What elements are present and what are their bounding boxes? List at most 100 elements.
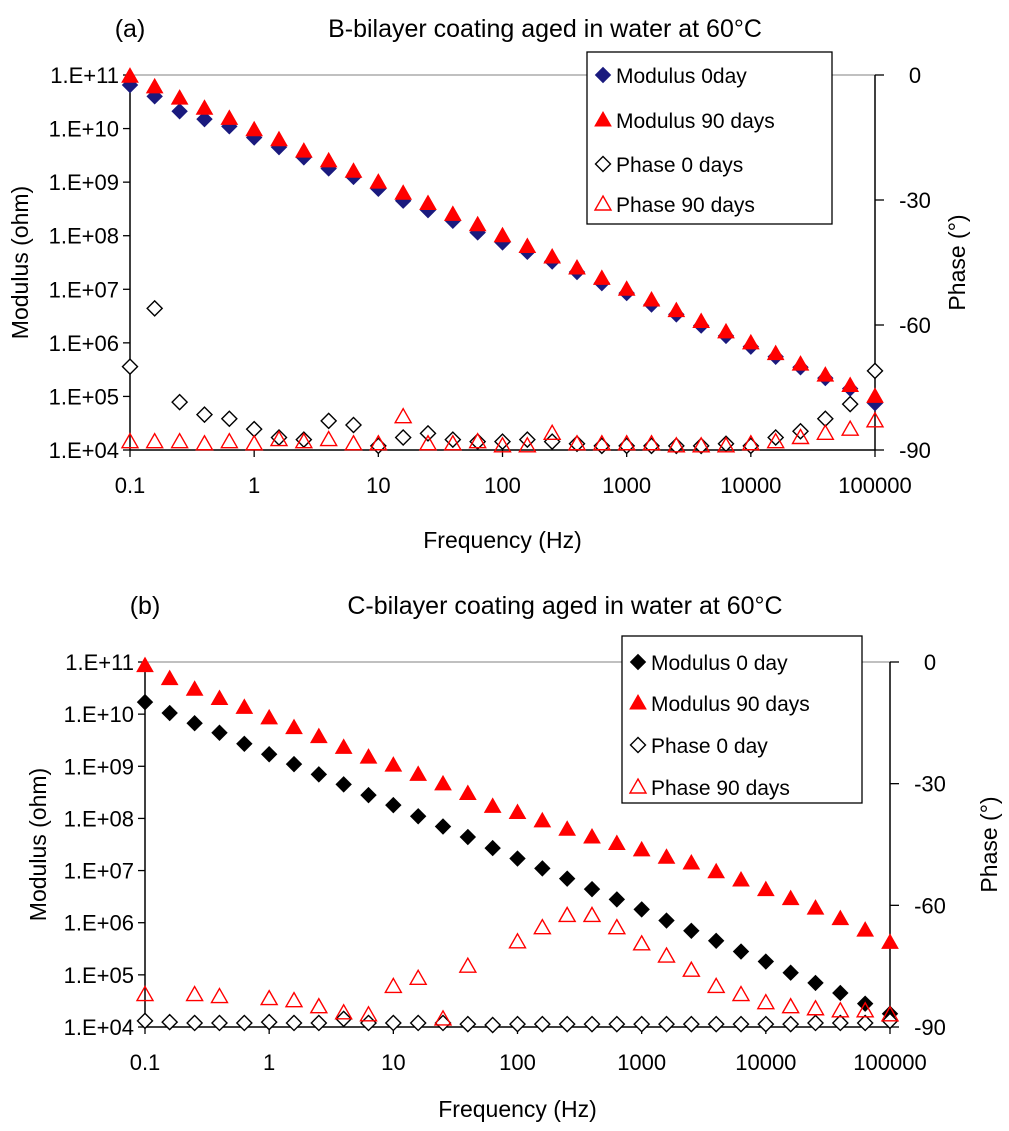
legend-marker xyxy=(629,736,647,754)
data-point xyxy=(732,1015,750,1033)
data-point xyxy=(393,407,413,424)
data-point xyxy=(841,395,859,413)
data-point xyxy=(195,434,214,451)
data-point xyxy=(469,433,487,451)
data-point xyxy=(741,333,760,350)
data-point xyxy=(419,194,437,210)
data-point xyxy=(335,776,352,793)
data-point xyxy=(146,299,164,317)
legend-box xyxy=(586,51,833,225)
y2-axis-label: Phase (°) xyxy=(944,214,970,310)
chart-panel-a: 1.E+04 1.E+05 1.E+06 1.E+07 1.E+08 1.E+09 1.E+… xyxy=(7,15,970,553)
data-point xyxy=(781,997,800,1014)
y-axis-label: Modulus (ohm) xyxy=(25,768,51,921)
data-point xyxy=(136,1012,154,1030)
y2-tick-label: 0 xyxy=(924,650,936,675)
data-point xyxy=(831,1001,850,1018)
data-point xyxy=(418,434,438,451)
data-point xyxy=(120,432,140,449)
data-point xyxy=(533,811,552,828)
chart-panel-b: 1.E+04 1.E+05 1.E+06 1.E+07 1.E+08 1.E+09 1.E+… xyxy=(25,592,1002,1122)
data-point xyxy=(458,956,478,973)
data-point xyxy=(434,1014,452,1032)
data-point xyxy=(210,689,229,705)
data-point xyxy=(468,215,487,232)
x-tick-label: 0.1 xyxy=(130,1050,161,1075)
data-point xyxy=(161,704,178,722)
data-point xyxy=(443,205,462,221)
data-point xyxy=(543,433,561,451)
legend-marker xyxy=(628,777,648,794)
data-point xyxy=(691,436,711,453)
y-tick-label: 1.E+04 xyxy=(49,438,119,463)
data-point xyxy=(757,1015,775,1033)
y2-tick-label: -90 xyxy=(914,1015,946,1040)
data-point xyxy=(757,953,775,970)
data-point xyxy=(493,226,512,243)
data-point xyxy=(260,1013,278,1031)
y-tick-label: 1.E+07 xyxy=(64,859,134,884)
x-tick-label: 10000 xyxy=(720,473,781,498)
data-point xyxy=(434,818,452,835)
y2-tick-label: 0 xyxy=(909,63,921,88)
legend-entry: Modulus 90 days xyxy=(651,693,810,716)
data-point xyxy=(170,432,189,449)
data-point xyxy=(583,880,601,898)
legend-entry: Phase 0 days xyxy=(616,154,743,177)
y-tick-label: 1.E+09 xyxy=(64,754,134,779)
data-point xyxy=(633,1015,651,1033)
data-point xyxy=(171,393,189,411)
data-point xyxy=(269,430,289,447)
data-point xyxy=(682,1015,700,1033)
y2-tick-label: -60 xyxy=(914,893,946,918)
data-point xyxy=(667,301,686,318)
data-point xyxy=(707,1015,725,1033)
legend-marker xyxy=(629,653,647,671)
data-point xyxy=(210,987,229,1004)
y2-tick-label: -30 xyxy=(899,188,931,213)
data-point xyxy=(319,430,338,447)
legend-entry: Phase 90 days xyxy=(616,194,755,217)
data-point xyxy=(136,693,154,711)
data-point xyxy=(782,1015,800,1033)
data-point xyxy=(658,1015,675,1033)
data-point xyxy=(781,889,800,906)
data-point xyxy=(483,797,502,813)
data-point xyxy=(309,727,328,744)
data-point xyxy=(592,434,612,451)
data-point xyxy=(509,850,526,867)
data-point xyxy=(782,964,799,981)
y2-tick-label: -60 xyxy=(899,313,931,338)
x-axis-label: Frequency (Hz) xyxy=(438,1096,596,1122)
data-point xyxy=(408,968,428,986)
data-point xyxy=(185,985,204,1002)
data-point xyxy=(185,680,204,696)
data-point xyxy=(121,67,139,83)
data-point xyxy=(866,362,884,380)
data-point xyxy=(459,828,477,846)
data-point xyxy=(518,431,536,449)
y-tick-label: 1.E+06 xyxy=(64,911,134,936)
x-tick-label: 1000 xyxy=(617,1050,666,1075)
data-point xyxy=(369,173,388,189)
data-point xyxy=(692,437,710,455)
legend-marker xyxy=(593,194,613,211)
data-point xyxy=(195,99,214,115)
data-point xyxy=(732,943,750,960)
data-point xyxy=(285,718,303,735)
data-point xyxy=(756,993,776,1010)
data-point xyxy=(260,708,279,725)
data-point xyxy=(434,774,452,791)
y-tick-label: 1.E+07 xyxy=(49,277,119,302)
data-point xyxy=(493,436,512,453)
x-tick-label: 100000 xyxy=(838,473,911,498)
x-tick-label: 1 xyxy=(263,1050,275,1075)
data-point xyxy=(259,989,279,1006)
data-point xyxy=(235,1014,253,1032)
data-point xyxy=(657,946,676,963)
legend-entry: Phase 90 days xyxy=(651,777,790,800)
data-point xyxy=(831,1014,849,1032)
data-point xyxy=(433,1009,453,1026)
data-point xyxy=(567,434,587,451)
data-point xyxy=(807,974,824,992)
